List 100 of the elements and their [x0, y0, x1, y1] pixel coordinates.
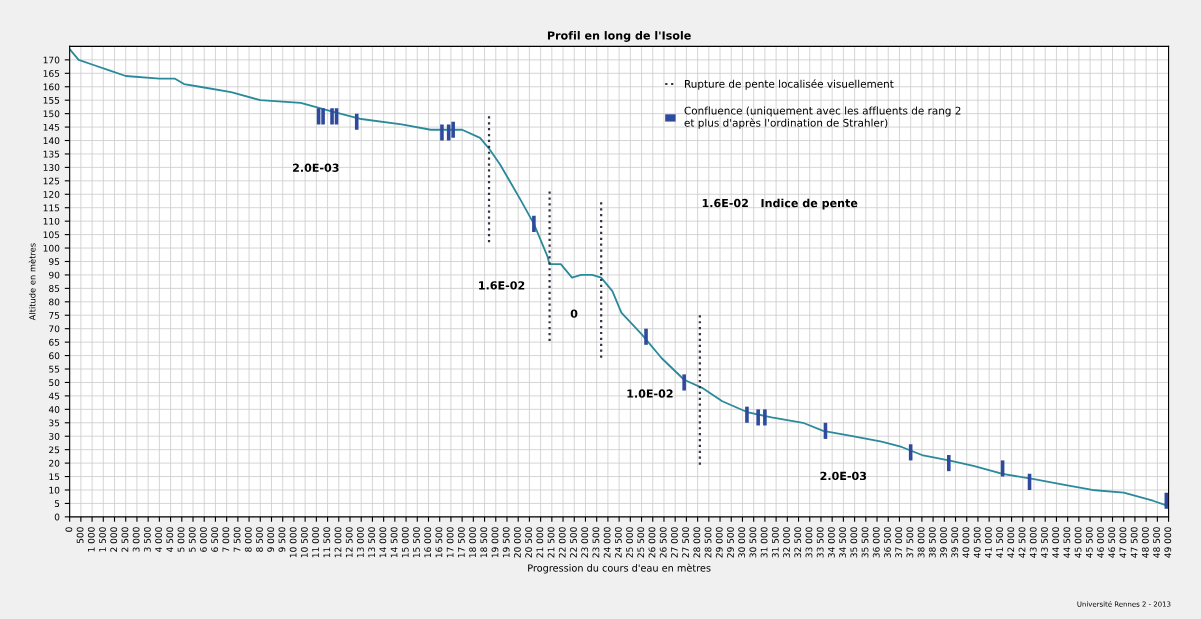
x-tick-label: 46 500 [1108, 527, 1116, 558]
x-tick-label: 45 500 [1085, 527, 1093, 558]
x-tick-label: 6 000 [200, 527, 207, 552]
y-tick-label: 35 [49, 419, 60, 427]
x-tick-label: 6 500 [211, 527, 219, 552]
chart-title: Profil en long de l'Isole [547, 31, 691, 42]
x-tick-label: 48 000 [1141, 527, 1149, 558]
y-tick-label: 80 [49, 298, 60, 306]
x-tick-label: 48 500 [1153, 527, 1160, 558]
x-tick-label: 38 000 [917, 527, 925, 558]
y-tick-label: 10 [49, 486, 60, 494]
y-tick-label: 125 [43, 177, 60, 185]
bar [947, 455, 951, 472]
x-tick-label: 35 000 [850, 527, 858, 558]
x-tick-label: 14 500 [390, 527, 398, 558]
x-tick-label: 40 500 [973, 527, 981, 558]
bar [330, 108, 334, 125]
y-tick-label: 160 [43, 83, 60, 91]
y-tick-label: 75 [49, 312, 60, 319]
y-tick-label: 20 [49, 459, 60, 467]
bar [451, 121, 455, 138]
x-tick-label: 31 500 [771, 527, 779, 558]
x-tick-label: 18 500 [480, 527, 488, 558]
x-tick-label: 26 500 [659, 527, 667, 558]
x-tick-label: 44 000 [1052, 527, 1060, 558]
x-tick-label: 33 000 [805, 527, 813, 558]
x-tick-label: 13 500 [368, 527, 376, 558]
y-tick-label: 70 [49, 325, 60, 333]
x-tick-label: 14 000 [379, 527, 387, 558]
x-tick-label: 38 500 [928, 527, 936, 558]
x-tick-label: 33 500 [816, 527, 824, 558]
y-axis-title: Altitude en mètres [28, 243, 36, 321]
x-tick-label: 4 000 [155, 527, 162, 552]
y-tick-label: 45 [48, 392, 60, 400]
x-tick-label: 26 000 [648, 527, 656, 558]
x-tick-label: 17 000 [446, 527, 454, 558]
bar [440, 124, 444, 141]
bar [644, 328, 648, 345]
x-tick-label: 18 000 [469, 527, 476, 558]
x-tick-label: 34 500 [839, 527, 846, 558]
x-tick-label: 9 500 [278, 527, 286, 552]
x-tick-label: 2 500 [121, 527, 129, 552]
x-tick-label: 36 500 [884, 527, 891, 558]
x-tick-label: 27 000 [670, 527, 678, 558]
x-tick-label: 24 000 [603, 527, 611, 558]
x-tick-label: 12 000 [334, 527, 342, 558]
y-tick-label: 110 [43, 217, 60, 225]
x-tick-label: 27 500 [682, 527, 690, 558]
x-tick-label: 22 000 [558, 527, 566, 558]
x-tick-label: 47 000 [1119, 527, 1127, 558]
y-tick-label: 60 [49, 352, 60, 360]
y-tick-label: 55 [49, 365, 60, 373]
x-tick-label: 17 500 [457, 527, 465, 558]
x-tick-label: 1 500 [99, 527, 106, 552]
bar [354, 113, 359, 130]
x-tick-label: 3 000 [132, 527, 140, 552]
x-tick-label: 25 500 [637, 527, 645, 558]
legend-label: Confluence (uniquement avec les affluents de rang 2 et plus d'après l'ordination de Strahler) [684, 106, 961, 129]
x-tick-label: 32 500 [794, 527, 802, 558]
x-tick-label: 5 000 [177, 527, 185, 552]
bar [763, 409, 767, 426]
annotation: 1.0E-02 [627, 389, 673, 398]
x-tick-label: 500 [76, 527, 84, 544]
x-tick-label: 43 000 [1029, 527, 1037, 558]
x-tick-label: 37 000 [895, 527, 903, 558]
x-tick-label: 9 000 [267, 527, 275, 552]
y-tick-label: 25 [49, 446, 60, 454]
x-axis-title: Progression du cours d'eau en mètres [528, 563, 711, 574]
x-tick-label: 11 500 [323, 527, 331, 558]
x-tick-label: 21 500 [547, 527, 555, 558]
annotation: 2.0E-03 [293, 163, 339, 172]
annotation: 1.6E-02 [479, 281, 525, 290]
x-tick-label: 29 000 [715, 527, 723, 558]
x-tick-label: 15 000 [401, 527, 409, 558]
x-tick-label: 42 500 [1018, 527, 1026, 558]
y-tick-label: 50 [49, 379, 60, 387]
x-tick-label: 37 500 [906, 527, 914, 558]
x-tick-label: 29 500 [727, 527, 734, 558]
x-tick-label: 19 000 [491, 527, 499, 558]
x-tick-label: 31 000 [760, 527, 768, 558]
x-tick-label: 45 000 [1074, 527, 1082, 558]
x-tick-label: 10 500 [300, 527, 308, 558]
x-tick-label: 32 000 [783, 527, 790, 558]
x-tick-label: 34 000 [827, 527, 835, 558]
x-tick-label: 1 000 [87, 527, 95, 552]
x-tick-label: 19 500 [502, 527, 510, 558]
x-tick-label: 25 000 [626, 527, 633, 558]
x-tick-label: 39 000 [940, 527, 947, 558]
x-tick-label: 24 500 [614, 527, 622, 558]
x-tick-label: 16 000 [424, 527, 432, 558]
y-tick-label: 150 [43, 110, 60, 118]
annotation: 1.6E-02 Indice de pente [702, 198, 858, 210]
x-tick-label: 41 000 [984, 527, 992, 558]
y-tick-label: 85 [49, 285, 60, 292]
y-tick-label: 95 [49, 258, 60, 266]
x-tick-label: 10 000 [289, 527, 297, 558]
x-tick-label: 30 500 [749, 527, 757, 558]
bar [321, 108, 325, 125]
x-tick-label: 44 500 [1063, 527, 1071, 558]
x-tick-label: 43 500 [1041, 527, 1048, 558]
